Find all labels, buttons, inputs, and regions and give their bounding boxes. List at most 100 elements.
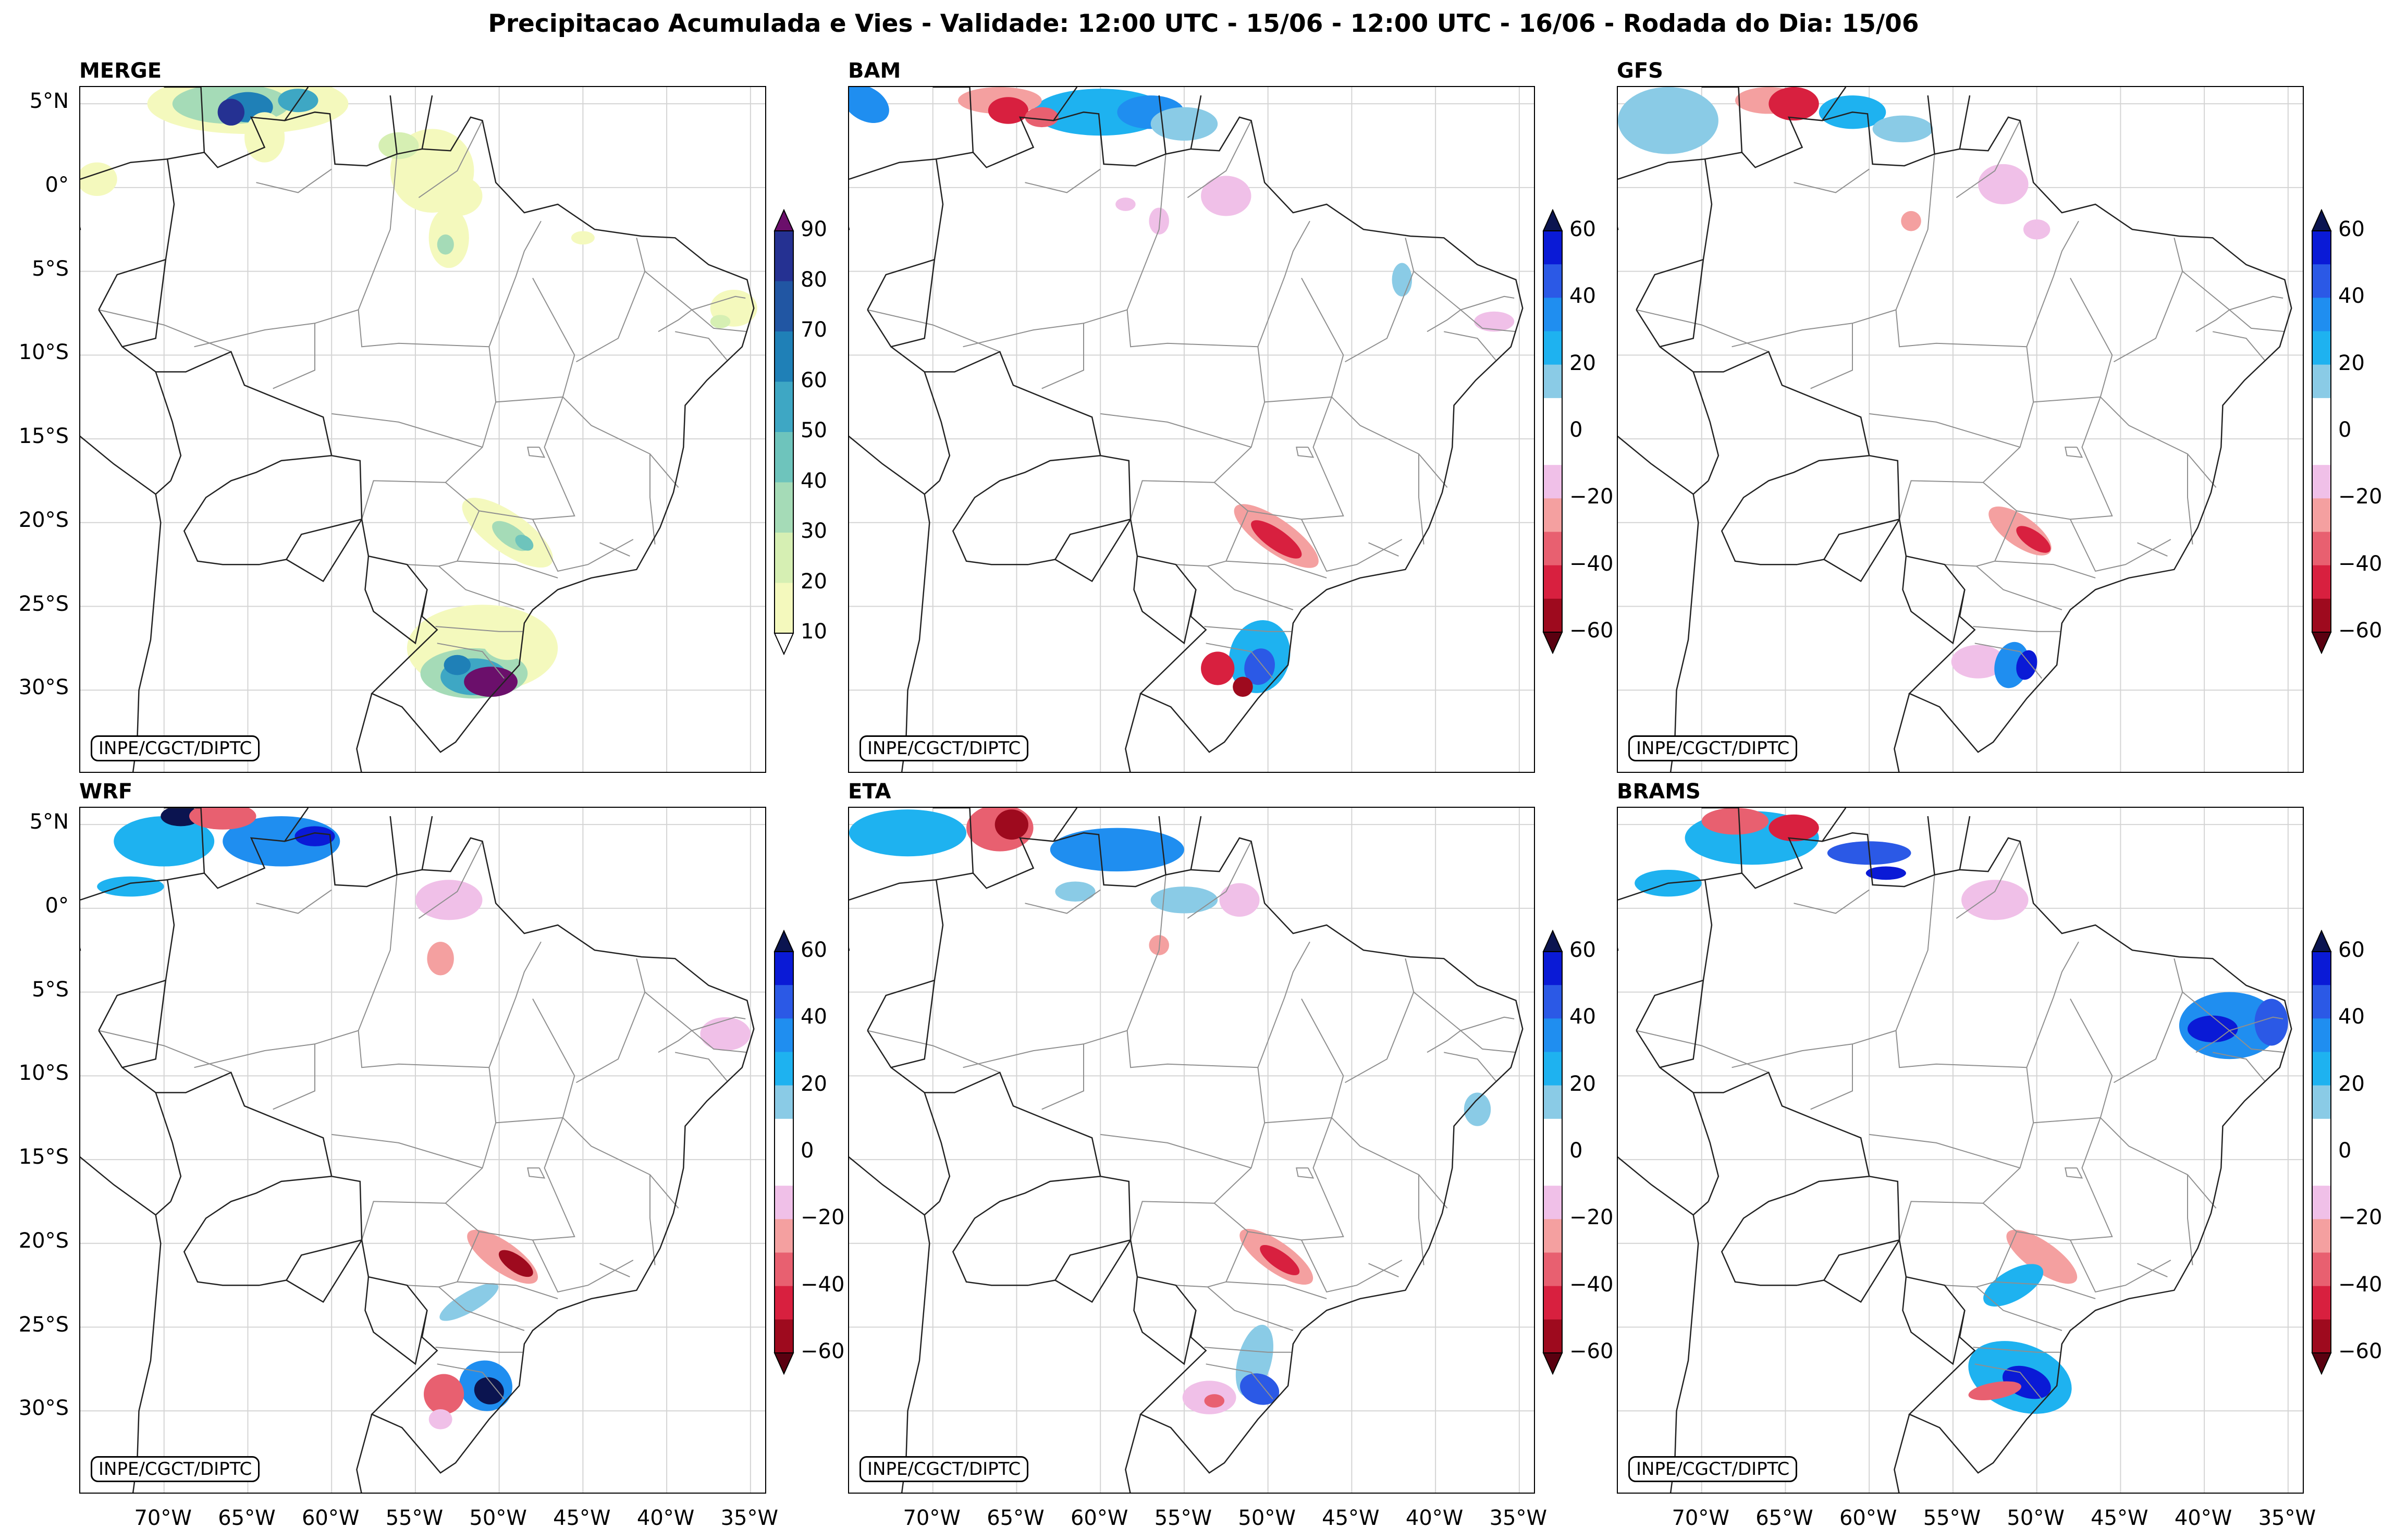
field-patch	[1251, 520, 1302, 559]
colorbar-segment	[2312, 1018, 2331, 1052]
colorbar-tick-label: −40	[801, 1272, 845, 1297]
state-border	[2137, 1263, 2168, 1278]
field-patch	[80, 162, 117, 196]
field-patch	[1204, 1394, 1225, 1408]
lon-label: 40°W	[1405, 1506, 1464, 1530]
pacific-coastline	[849, 1156, 930, 1493]
colorbar-segment	[1543, 264, 1562, 298]
state-border	[1187, 120, 1252, 199]
colorbar-tick-label: 40	[801, 469, 827, 493]
country-border	[1054, 519, 1132, 582]
brazil-border	[867, 111, 1524, 753]
country-border	[1133, 556, 1197, 645]
field-patch	[1769, 87, 1819, 121]
colorbar-tick-label: 60	[2338, 938, 2365, 962]
state-border	[2229, 1030, 2285, 1053]
state-border	[1126, 154, 1166, 310]
field-patch	[1701, 808, 1769, 835]
map-canvas	[849, 808, 1534, 1493]
state-border	[1460, 309, 1516, 332]
country-border	[80, 158, 168, 180]
field-patch	[1201, 651, 1235, 685]
state-border	[1213, 397, 1344, 520]
state-border	[1956, 120, 2021, 199]
state-border	[361, 1201, 446, 1240]
pacific-coastline	[80, 435, 162, 772]
colorbar-tick-label: −40	[2338, 551, 2383, 576]
map-panel-merge: INPE/CGCT/DIPTC	[79, 86, 766, 773]
credit-label: INPE/CGCT/DIPTC	[1628, 735, 1798, 761]
colorbar-segment	[2312, 985, 2331, 1019]
state-border	[1345, 958, 1415, 1083]
country-border	[1823, 1239, 1900, 1303]
state-border	[488, 941, 542, 1068]
state-border	[649, 454, 656, 545]
colorbar-extend-min	[1542, 632, 1563, 655]
field-patch	[988, 97, 1028, 124]
country-border	[1618, 879, 1705, 901]
state-border	[691, 1030, 747, 1053]
country-border	[364, 1276, 428, 1365]
colorbar-segment	[1543, 1085, 1562, 1119]
colorbar-tick-label: −40	[1569, 1272, 1614, 1297]
country-border	[421, 816, 433, 870]
country-border	[1927, 816, 1935, 875]
colorbar-segment	[775, 1052, 793, 1086]
state-border	[1895, 874, 1935, 1031]
colorbar-segment	[775, 331, 793, 382]
field-patch	[571, 231, 595, 245]
state-border	[1982, 397, 2113, 520]
state-border	[331, 1134, 483, 1169]
state-border	[1025, 889, 1101, 914]
state-border	[1413, 991, 1462, 1053]
colorbar-segment	[775, 1186, 793, 1219]
state-border	[576, 958, 646, 1083]
state-border	[1895, 310, 2027, 348]
lon-label: 35°W	[2258, 1506, 2316, 1530]
field-patch	[1618, 87, 1718, 154]
colorbar-bias	[1542, 929, 1563, 1377]
state-border	[407, 1231, 480, 1288]
country-border	[1692, 480, 1709, 495]
state-border	[99, 309, 231, 352]
state-border	[2114, 958, 2183, 1083]
country-border	[1660, 259, 1704, 348]
state-border	[1257, 999, 1344, 1124]
country-border	[364, 556, 428, 645]
state-border	[1126, 310, 1258, 348]
country-border	[932, 808, 974, 873]
colorbar-segment	[775, 231, 793, 281]
state-border	[562, 1117, 679, 1209]
lat-label: 15°S	[18, 1145, 69, 1169]
country-border	[356, 1414, 373, 1493]
country-border	[1692, 1092, 1720, 1202]
country-border	[952, 1175, 1101, 1286]
field-patch	[1201, 176, 1251, 216]
state-border	[867, 1030, 1000, 1073]
colorbar-segment	[2312, 364, 2331, 399]
state-border	[2229, 309, 2285, 332]
state-border	[273, 323, 315, 389]
field-patch	[189, 808, 256, 830]
state-border	[1175, 1231, 1249, 1288]
state-border	[532, 1239, 634, 1293]
field-patch	[464, 667, 518, 697]
colorbar-bias	[2311, 208, 2332, 656]
field-patch	[1872, 115, 1933, 143]
country-border	[1028, 519, 1131, 565]
state-border	[1126, 1030, 1258, 1068]
country-border	[259, 1239, 362, 1286]
state-border	[358, 310, 489, 348]
state-border	[438, 1286, 525, 1331]
state-border	[2213, 1052, 2265, 1081]
state-border	[1895, 154, 1935, 310]
colorbar-extend-max	[773, 208, 794, 231]
colorbar-segment	[775, 281, 793, 331]
colorbar-extend-min	[773, 633, 794, 656]
map-canvas	[80, 87, 765, 772]
country-border	[1902, 1276, 1966, 1365]
colorbar-segment	[1543, 952, 1562, 985]
state-border	[675, 1052, 728, 1081]
country-border	[1618, 158, 1705, 180]
state-border	[1296, 1167, 1315, 1179]
